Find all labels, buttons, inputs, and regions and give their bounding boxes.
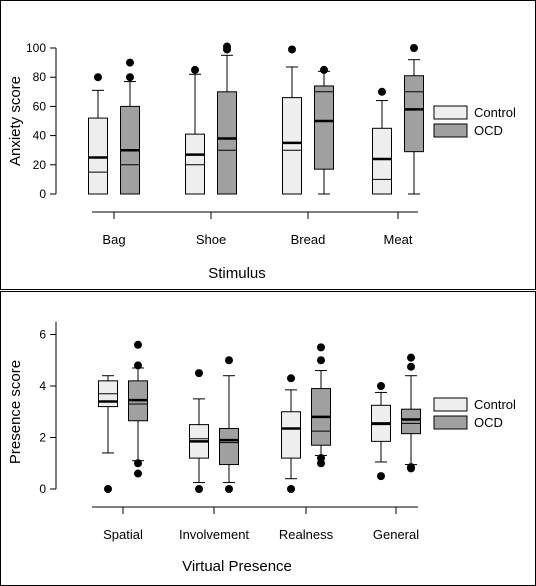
- box-iqr: [282, 97, 302, 195]
- y-tick-label: 100: [26, 41, 46, 55]
- outlier-point: [195, 485, 203, 493]
- x-tick-label: Bread: [291, 232, 326, 247]
- outlier-point: [134, 469, 142, 478]
- box-ocd: [217, 42, 237, 195]
- outlier-point: [407, 353, 415, 362]
- box-control: [185, 65, 205, 195]
- outlier-point: [407, 362, 415, 371]
- outlier-point: [377, 472, 385, 481]
- legend-swatch-ocd: [433, 123, 468, 138]
- box-iqr: [404, 75, 424, 153]
- outlier-point: [225, 356, 233, 365]
- outlier-point: [287, 485, 295, 493]
- outlier-point: [377, 382, 385, 390]
- outlier-point: [104, 485, 112, 493]
- box-ocd: [219, 356, 239, 493]
- box-ocd: [120, 58, 140, 195]
- box-control: [189, 369, 209, 493]
- anxiety-chart: Anxiety score Stimulus Control OCD 0 20 40…: [7, 41, 516, 282]
- box-iqr: [217, 91, 237, 195]
- x-tick-label: Shoe: [196, 232, 226, 247]
- outlier-point: [288, 45, 296, 54]
- box-control: [372, 87, 392, 195]
- outlier-point: [317, 454, 325, 463]
- y-tick-label: 6: [39, 328, 46, 342]
- box-iqr: [185, 133, 205, 195]
- outlier-point: [191, 65, 199, 74]
- x-tick-label: Involvement: [179, 527, 249, 542]
- x-tick-label: Spatial: [103, 527, 143, 542]
- y-axis-label: Anxiety score: [7, 76, 24, 166]
- y-axis-label: Presence score: [7, 360, 24, 464]
- legend-label-control: Control: [474, 105, 516, 120]
- outlier-point: [317, 343, 325, 352]
- box-iqr: [281, 411, 301, 459]
- outlier-point: [225, 485, 233, 493]
- box-ocd: [404, 44, 424, 195]
- x-tick-label: Meat: [384, 232, 413, 247]
- box-control: [282, 45, 302, 195]
- legend: Control OCD: [433, 105, 516, 138]
- legend-label-control: Control: [474, 397, 516, 412]
- y-tick-label: 4: [39, 379, 46, 393]
- x-axis-label: Virtual Presence: [182, 558, 292, 575]
- box-control: [98, 375, 118, 493]
- legend-label-ocd: OCD: [474, 123, 503, 138]
- outlier-point: [287, 374, 295, 383]
- y-tick-label: 80: [33, 70, 47, 84]
- x-tick-label: Realness: [279, 527, 334, 542]
- outlier-point: [320, 65, 328, 74]
- outlier-point: [126, 58, 134, 67]
- presence-chart: Presence score Virtual Presence Control …: [7, 321, 516, 575]
- y-tick-label: 20: [33, 158, 47, 172]
- box-iqr: [314, 85, 334, 170]
- box-control: [88, 73, 108, 195]
- outlier-point: [134, 361, 142, 370]
- x-tick-label: General: [373, 527, 419, 542]
- outlier-point: [317, 356, 325, 365]
- x-tick-label: Bag: [102, 232, 125, 247]
- outlier-point: [126, 73, 134, 82]
- panel-top-frame: [0, 0, 536, 290]
- y-tick-label: 0: [39, 187, 46, 201]
- x-axis-label: Stimulus: [208, 265, 266, 282]
- outlier-point: [407, 463, 415, 472]
- y-tick-label: 40: [33, 129, 47, 143]
- box-control: [371, 382, 391, 481]
- box-iqr: [372, 127, 392, 195]
- box-ocd: [128, 340, 148, 478]
- box-ocd: [314, 65, 334, 195]
- box-control: [281, 374, 301, 493]
- legend-label-ocd: OCD: [474, 415, 503, 430]
- outlier-point: [410, 44, 418, 52]
- box-ocd: [311, 343, 331, 468]
- outlier-point: [134, 459, 142, 468]
- legend-swatch-control: [433, 397, 468, 412]
- box-iqr: [88, 117, 108, 195]
- outlier-point: [378, 87, 386, 96]
- box-ocd: [401, 353, 421, 473]
- legend-swatch-control: [433, 105, 468, 120]
- y-tick-label: 2: [39, 431, 46, 445]
- y-tick-label: 60: [33, 99, 47, 113]
- y-tick-label: 0: [39, 482, 46, 496]
- outlier-point: [94, 73, 102, 82]
- outlier-point: [134, 340, 142, 349]
- box-iqr: [219, 427, 239, 466]
- panel-bottom-frame: [0, 291, 536, 586]
- outlier-point: [195, 369, 203, 378]
- legend-swatch-ocd: [433, 415, 468, 430]
- legend: Control OCD: [433, 397, 516, 430]
- box-iqr: [401, 408, 421, 435]
- outlier-point: [223, 42, 231, 51]
